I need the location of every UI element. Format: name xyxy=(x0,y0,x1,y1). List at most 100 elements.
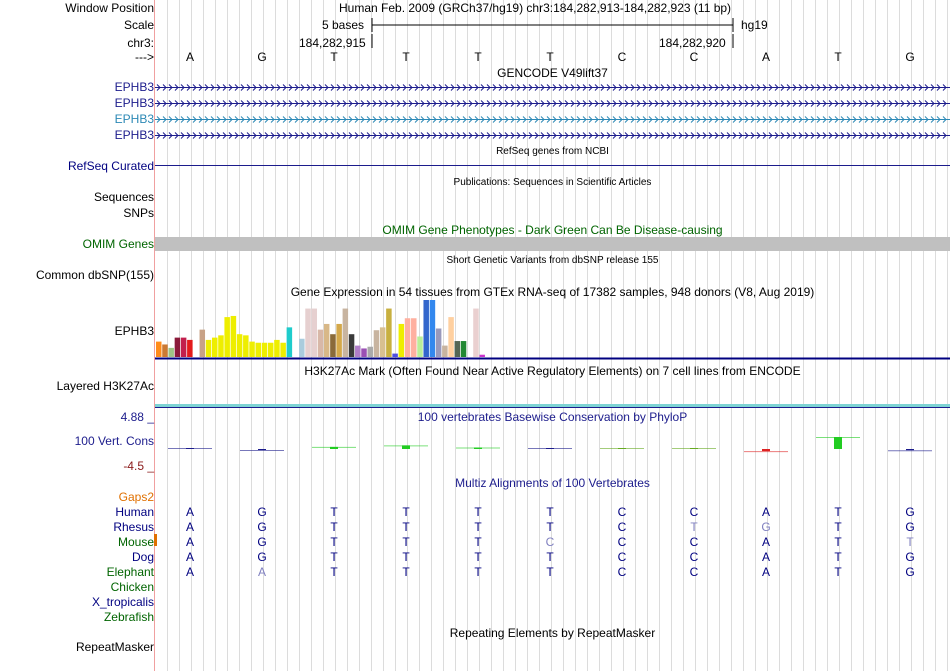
gencode-transcript[interactable] xyxy=(155,113,950,125)
repeatmasker-label[interactable]: RepeatMasker xyxy=(75,640,154,654)
aligned-base: T xyxy=(834,520,842,534)
gtex-tissue-bar[interactable] xyxy=(199,329,206,357)
refseq-label[interactable]: RefSeq Curated xyxy=(67,159,154,173)
gencode-track-label[interactable]: EPHB3 xyxy=(114,128,154,142)
aligned-base: T xyxy=(834,505,842,519)
gtex-tissue-bar[interactable] xyxy=(411,318,417,357)
phylop-score-bar[interactable] xyxy=(402,445,410,449)
omim-label[interactable]: OMIM Genes xyxy=(82,237,154,251)
aligned-base: T xyxy=(690,520,698,534)
gtex-tissue-bar[interactable] xyxy=(435,328,442,358)
refseq-title: RefSeq genes from NCBI xyxy=(496,146,609,157)
gtex-tissue-bar[interactable] xyxy=(386,308,392,357)
gencode-transcript[interactable] xyxy=(155,81,950,93)
h3k27ac-label[interactable]: Layered H3K27Ac xyxy=(56,379,154,393)
aligned-base: A xyxy=(185,535,194,549)
gtex-tissue-bar[interactable] xyxy=(448,317,454,357)
gtex-tissue-bar[interactable] xyxy=(156,341,162,357)
gtex-tissue-bar[interactable] xyxy=(460,341,467,357)
gtex-tissue-bar[interactable] xyxy=(299,338,305,357)
reference-base: C xyxy=(689,50,699,64)
aligned-base: G xyxy=(257,550,267,564)
aligned-base: G xyxy=(257,505,267,519)
species-label[interactable]: Human xyxy=(115,505,154,519)
gtex-tissue-bar[interactable] xyxy=(479,354,485,357)
phylop-score-bar[interactable] xyxy=(906,449,914,451)
gtex-tissue-bar[interactable] xyxy=(423,300,429,357)
gtex-bar-chart[interactable] xyxy=(155,299,950,361)
publications-sequences-label[interactable]: Sequences xyxy=(93,190,154,204)
gtex-tissue-bar[interactable] xyxy=(317,329,324,357)
species-label[interactable]: Chicken xyxy=(110,580,154,594)
species-label[interactable]: Mouse xyxy=(117,535,154,549)
gtex-tissue-bar[interactable] xyxy=(205,339,212,357)
gencode-transcript[interactable] xyxy=(155,129,950,141)
gtex-tissue-bar[interactable] xyxy=(286,327,293,357)
strand-label: ---> xyxy=(135,50,154,64)
multiz-gaps-label[interactable]: Gaps2 xyxy=(118,490,154,504)
species-label[interactable]: Elephant xyxy=(106,565,154,579)
phylop-score-bar[interactable] xyxy=(330,446,338,449)
gencode-track-label[interactable]: EPHB3 xyxy=(114,96,154,110)
gtex-tissue-bar[interactable] xyxy=(280,342,286,357)
gtex-tissue-bar[interactable] xyxy=(230,315,237,357)
phylop-chart[interactable] xyxy=(155,425,950,470)
gtex-tissue-bar[interactable] xyxy=(224,317,230,357)
phylop-score-bar[interactable] xyxy=(258,449,266,450)
dbsnp-label[interactable]: Common dbSNP(155) xyxy=(35,268,154,282)
phylop-label[interactable]: 100 Vert. Cons xyxy=(74,434,154,448)
aligned-base: T xyxy=(834,535,842,549)
phylop-score-bar[interactable] xyxy=(762,449,770,452)
gtex-tissue-bar[interactable] xyxy=(367,346,373,357)
gtex-label[interactable]: EPHB3 xyxy=(114,324,154,338)
gencode-transcript[interactable] xyxy=(155,97,950,109)
gtex-tissue-bar[interactable] xyxy=(211,337,218,357)
gtex-tissue-bar[interactable] xyxy=(236,334,243,357)
gtex-tissue-bar[interactable] xyxy=(417,336,423,357)
omim-gene-bar[interactable] xyxy=(155,237,950,251)
gtex-tissue-bar[interactable] xyxy=(261,342,268,357)
phylop-score-bar[interactable] xyxy=(834,437,842,449)
gtex-tissue-bar[interactable] xyxy=(454,341,461,357)
gtex-tissue-bar[interactable] xyxy=(330,334,336,357)
gtex-tissue-bar[interactable] xyxy=(311,308,318,357)
gencode-track-label[interactable]: EPHB3 xyxy=(114,80,154,94)
gtex-tissue-bar[interactable] xyxy=(180,337,187,357)
gtex-tissue-bar[interactable] xyxy=(267,342,274,357)
refseq-track-line[interactable] xyxy=(155,165,950,166)
gtex-tissue-bar[interactable] xyxy=(342,308,349,357)
species-label[interactable]: Dog xyxy=(131,550,154,564)
gencode-track-label[interactable]: EPHB3 xyxy=(114,112,154,126)
gtex-tissue-bar[interactable] xyxy=(355,345,361,357)
window-position-value[interactable]: Human Feb. 2009 (GRCh37/hg19) chr3:184,2… xyxy=(339,1,732,15)
publications-snps-label[interactable]: SNPs xyxy=(123,206,154,220)
gtex-tissue-bar[interactable] xyxy=(429,300,436,357)
gtex-tissue-bar[interactable] xyxy=(348,334,355,357)
h3k27ac-signal[interactable] xyxy=(155,404,950,407)
scale-label: Scale xyxy=(123,18,154,32)
gtex-tissue-bar[interactable] xyxy=(255,342,262,357)
gtex-tissue-bar[interactable] xyxy=(379,327,386,357)
gtex-tissue-bar[interactable] xyxy=(323,323,330,357)
gtex-tissue-bar[interactable] xyxy=(249,341,255,357)
gtex-tissue-bar[interactable] xyxy=(473,308,479,357)
reference-base: T xyxy=(330,50,338,64)
gtex-tissue-bar[interactable] xyxy=(398,323,405,357)
species-label[interactable]: Zebrafish xyxy=(103,610,154,624)
gtex-tissue-bar[interactable] xyxy=(187,339,193,357)
gtex-tissue-bar[interactable] xyxy=(218,335,224,357)
gtex-tissue-bar[interactable] xyxy=(243,335,249,357)
gtex-tissue-bar[interactable] xyxy=(305,308,311,357)
gtex-tissue-bar[interactable] xyxy=(336,323,342,357)
species-label[interactable]: Rhesus xyxy=(113,520,154,534)
gtex-tissue-bar[interactable] xyxy=(174,337,181,357)
gtex-tissue-bar[interactable] xyxy=(404,318,411,357)
gtex-tissue-bar[interactable] xyxy=(274,339,280,357)
gtex-tissue-bar[interactable] xyxy=(168,347,174,357)
gtex-tissue-bar[interactable] xyxy=(361,348,367,357)
species-label[interactable]: X_tropicalis xyxy=(91,595,154,609)
gtex-tissue-bar[interactable] xyxy=(373,330,380,357)
gtex-tissue-bar[interactable] xyxy=(162,344,168,357)
gtex-tissue-bar[interactable] xyxy=(392,353,398,357)
gtex-tissue-bar[interactable] xyxy=(442,345,448,357)
